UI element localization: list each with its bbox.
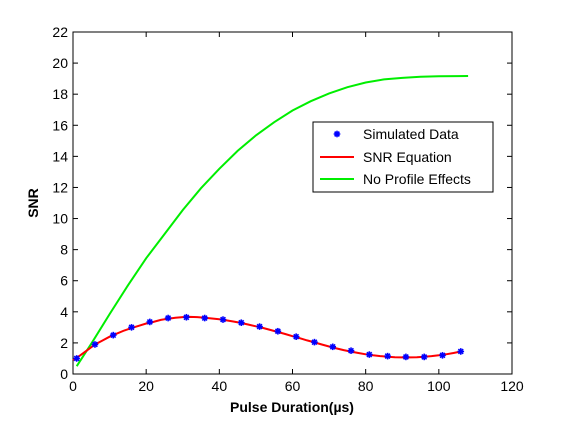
marker-dot xyxy=(111,333,115,337)
marker-dot xyxy=(331,345,335,349)
simulated-data-point xyxy=(237,319,245,326)
marker-dot xyxy=(294,335,298,339)
y-tick-label: 6 xyxy=(60,273,68,289)
x-tick-label: 60 xyxy=(285,378,301,394)
y-tick-label: 12 xyxy=(52,179,68,195)
simulated-data-point xyxy=(402,353,410,361)
simulated-data-point xyxy=(439,352,446,359)
legend-swatch-simulated-data xyxy=(333,130,341,138)
y-tick-label: 10 xyxy=(52,211,68,227)
simulated-data-point xyxy=(73,355,80,362)
simulated-data-point xyxy=(256,323,263,330)
x-tick-label: 80 xyxy=(358,378,374,394)
y-tick-label: 2 xyxy=(60,335,68,351)
x-tick-label: 20 xyxy=(138,378,154,394)
simulated-data-point xyxy=(164,314,172,322)
no-profile-effects-line xyxy=(75,75,469,367)
y-tick-label: 0 xyxy=(60,366,68,382)
marker-dot xyxy=(93,342,97,347)
marker-dot xyxy=(257,324,262,329)
x-tick-label: 40 xyxy=(212,378,228,394)
series-layer xyxy=(72,75,469,367)
simulated-data-point xyxy=(128,324,135,331)
x-tick-label: 120 xyxy=(500,378,524,394)
simulated-data-point xyxy=(457,348,465,355)
marker-dot xyxy=(148,320,152,324)
y-tick-label: 18 xyxy=(52,86,68,102)
marker-dot xyxy=(349,349,353,353)
simulated-data-point xyxy=(219,316,227,323)
legend-label-simulated-data: Simulated Data xyxy=(363,126,459,142)
simulated-data-point xyxy=(183,313,190,321)
x-axis-label: Pulse Duration(µs) xyxy=(230,399,354,415)
y-tick-label: 4 xyxy=(60,304,68,320)
marker-dot xyxy=(75,356,79,361)
simulated-data-point xyxy=(384,352,391,360)
simulated-data-point xyxy=(329,343,337,351)
marker-dot xyxy=(312,340,317,344)
axis-ticks: 0 20 40 60 80 100 120 0 2 4 6 8 10 12 14 16 18 20 22 xyxy=(52,24,523,394)
simulated-data-point xyxy=(91,341,99,348)
x-tick-label: 100 xyxy=(427,378,451,394)
marker-dot xyxy=(276,329,280,333)
marker-dot xyxy=(386,354,390,358)
marker-dot xyxy=(184,315,189,319)
marker-dot xyxy=(440,353,445,357)
simulated-data-point xyxy=(420,353,428,361)
simulated-data-point xyxy=(366,351,373,358)
marker-dot xyxy=(203,316,207,320)
marker-dot xyxy=(221,317,225,322)
legend: Simulated Data SNR Equation No Profile Eff… xyxy=(312,121,494,193)
snr-equation-line xyxy=(72,315,462,361)
plot-area xyxy=(72,31,513,375)
legend-label-no-profile-effects: No Profile Effects xyxy=(363,171,471,187)
marker-dot xyxy=(239,321,243,325)
marker-dot xyxy=(367,352,371,357)
y-tick-label: 14 xyxy=(52,148,68,164)
legend-label-snr-equation: SNR Equation xyxy=(363,149,452,165)
simulated-data-point xyxy=(274,327,282,335)
simulated-data-point xyxy=(201,314,208,322)
y-tick-label: 16 xyxy=(52,117,68,133)
x-tick-label: 0 xyxy=(69,378,77,394)
y-tick-label: 22 xyxy=(52,24,68,40)
y-tick-label: 20 xyxy=(52,55,68,71)
simulated-data-point xyxy=(109,331,117,339)
marker-dot xyxy=(129,325,134,329)
simulated-data-point xyxy=(292,333,300,340)
simulated-data-point xyxy=(146,318,154,326)
simulated-data-markers xyxy=(73,313,465,362)
marker-dot xyxy=(166,316,170,320)
y-axis-label: SNR xyxy=(25,188,41,218)
simulated-data-point xyxy=(311,338,318,346)
simulated-data-point xyxy=(347,347,355,354)
y-tick-label: 8 xyxy=(60,242,68,258)
marker-dot xyxy=(404,355,408,359)
marker-dot xyxy=(459,349,463,354)
marker-dot xyxy=(335,132,339,136)
marker-dot xyxy=(422,355,426,359)
